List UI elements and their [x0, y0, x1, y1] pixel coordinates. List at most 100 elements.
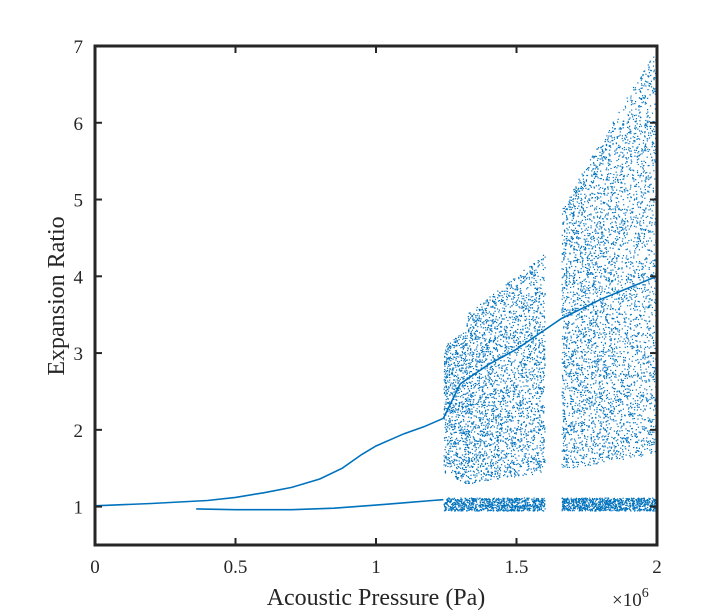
data-point — [603, 499, 605, 501]
data-point — [490, 463, 492, 465]
data-point — [443, 461, 445, 463]
data-point — [510, 471, 512, 473]
data-point — [497, 414, 499, 416]
data-point — [445, 353, 448, 355]
data-point — [531, 473, 534, 476]
data-point — [651, 502, 653, 504]
data-point — [459, 504, 461, 506]
data-point — [500, 419, 502, 421]
data-point — [526, 288, 528, 290]
data-point — [494, 389, 496, 391]
data-point — [447, 402, 449, 404]
data-point — [448, 420, 450, 422]
data-point — [504, 454, 506, 456]
data-point — [449, 507, 451, 509]
data-point — [468, 431, 470, 433]
data-point — [492, 340, 494, 342]
data-point — [502, 353, 504, 355]
data-point — [493, 453, 496, 455]
data-point — [518, 509, 520, 511]
data-point — [538, 326, 540, 328]
data-point — [481, 478, 483, 480]
data-point — [443, 464, 445, 466]
data-point — [590, 501, 592, 503]
data-point — [510, 467, 512, 469]
data-point — [526, 497, 528, 499]
data-point — [494, 372, 496, 374]
data-point — [648, 497, 650, 499]
data-point — [454, 470, 456, 473]
data-point — [483, 435, 486, 437]
data-point — [508, 391, 510, 393]
data-point — [453, 391, 455, 393]
data-point — [467, 388, 469, 390]
data-point — [460, 356, 462, 359]
data-point — [633, 505, 635, 507]
data-point — [477, 387, 479, 389]
data-point — [464, 500, 466, 502]
data-point — [649, 498, 651, 500]
data-point — [518, 474, 520, 476]
data-point — [450, 409, 452, 411]
data-point — [529, 354, 531, 356]
data-point — [573, 510, 575, 512]
data-point — [532, 442, 534, 445]
data-point — [605, 501, 607, 503]
data-point — [470, 385, 472, 387]
data-point — [515, 385, 517, 387]
data-point — [508, 338, 510, 340]
data-point — [494, 446, 496, 449]
data-point — [487, 373, 489, 375]
data-point — [466, 501, 468, 504]
data-point — [506, 287, 508, 289]
data-point — [635, 506, 637, 509]
data-point — [488, 379, 490, 382]
data-point — [488, 402, 490, 404]
data-point — [448, 347, 450, 349]
data-point — [497, 473, 499, 475]
data-point — [509, 378, 511, 380]
data-point — [562, 505, 564, 507]
data-point — [615, 499, 617, 501]
data-point — [527, 416, 530, 418]
data-point — [504, 397, 506, 399]
data-point — [513, 317, 516, 319]
data-point — [483, 321, 485, 323]
data-point — [514, 498, 516, 500]
data-point — [449, 500, 451, 502]
data-point — [466, 323, 468, 325]
data-point — [491, 384, 493, 386]
data-point — [527, 498, 529, 500]
data-point — [458, 509, 460, 511]
data-point — [522, 310, 524, 312]
data-point — [509, 429, 511, 431]
data-point — [464, 469, 466, 471]
data-point — [492, 356, 494, 358]
data-point — [490, 379, 493, 381]
data-point — [468, 447, 470, 449]
data-point — [541, 313, 543, 315]
data-point — [482, 418, 484, 421]
data-point — [478, 440, 480, 442]
data-point — [503, 475, 505, 477]
data-point — [527, 357, 530, 359]
data-point — [642, 509, 645, 511]
data-point — [507, 411, 509, 413]
data-point — [501, 456, 503, 458]
data-point — [537, 506, 539, 508]
data-point — [483, 338, 485, 340]
data-point — [527, 385, 529, 387]
data-point — [444, 386, 446, 388]
data-point — [543, 372, 545, 374]
data-point — [489, 393, 491, 395]
data-point — [531, 335, 533, 337]
data-point — [489, 502, 491, 504]
data-point — [512, 430, 514, 432]
data-point — [520, 276, 522, 278]
data-point — [638, 509, 640, 511]
data-point — [482, 335, 484, 337]
data-point — [532, 342, 534, 344]
data-point — [528, 315, 531, 317]
data-point — [622, 500, 624, 502]
data-point — [529, 374, 531, 376]
